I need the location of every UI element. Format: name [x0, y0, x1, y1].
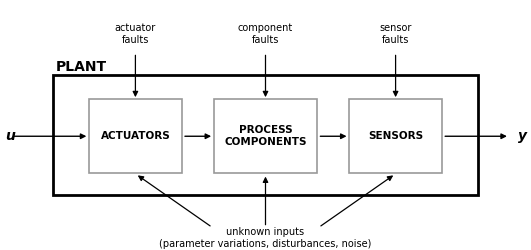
Bar	[53, 75, 478, 195]
Text: actuator
faults: actuator faults	[115, 24, 156, 45]
Text: y: y	[518, 129, 527, 143]
Text: SENSORS: SENSORS	[368, 131, 423, 141]
Bar	[213, 99, 317, 173]
Text: component
faults: component faults	[238, 24, 293, 45]
Text: unknown inputs
(parameter variations, disturbances, noise): unknown inputs (parameter variations, di…	[159, 227, 372, 249]
Bar	[349, 99, 442, 173]
Bar	[89, 99, 182, 173]
Text: PROCESS
COMPONENTS: PROCESS COMPONENTS	[224, 126, 307, 147]
Text: u: u	[5, 129, 15, 143]
Text: sensor
faults: sensor faults	[380, 24, 412, 45]
Text: ACTUATORS: ACTUATORS	[100, 131, 170, 141]
Text: PLANT: PLANT	[56, 60, 107, 74]
